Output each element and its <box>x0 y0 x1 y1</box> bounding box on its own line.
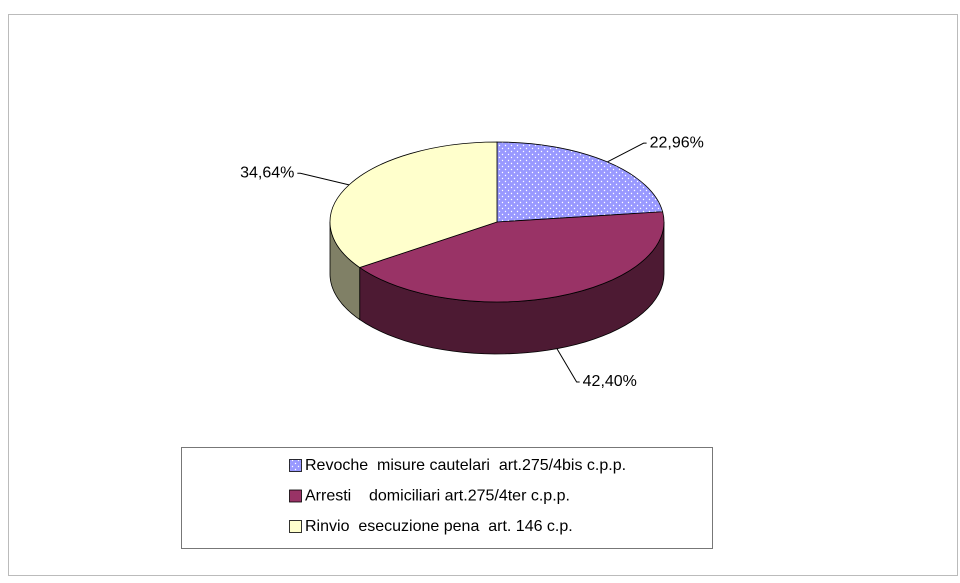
slice <box>358 211 665 303</box>
legend-swatch <box>289 489 302 503</box>
leader-line <box>556 348 580 383</box>
data-label: 22,96% <box>650 134 704 151</box>
legend-box <box>181 447 713 549</box>
legend-swatch <box>289 459 302 472</box>
leader-line <box>607 142 647 163</box>
data-label: 42,40% <box>583 373 637 390</box>
legend-label: Revoche misure cautelari art.275/4bis c.… <box>305 457 626 474</box>
leader-line <box>297 172 350 186</box>
legend-swatch <box>289 520 302 533</box>
legend-label: Arresti domiciliari art.275/4ter c.p.p. <box>305 488 570 505</box>
legend-label: Rinvio esecuzione pena art. 146 c.p. <box>305 518 573 535</box>
slice <box>496 141 664 223</box>
data-label: 34,64% <box>240 164 294 181</box>
slice <box>329 141 498 268</box>
